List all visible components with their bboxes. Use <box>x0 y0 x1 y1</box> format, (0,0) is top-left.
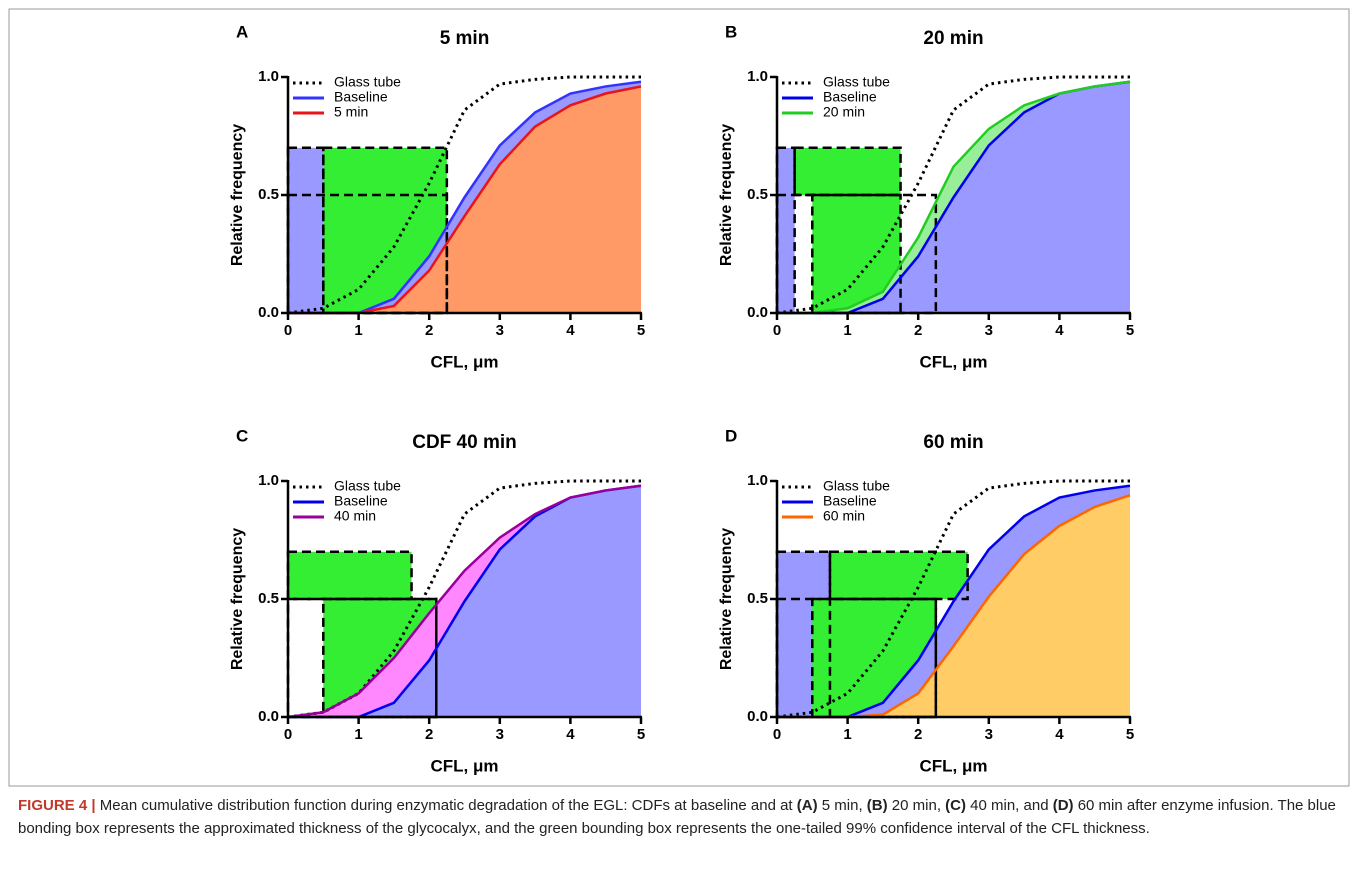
caption-text: 40 min, and <box>965 797 1053 814</box>
y-tick-label: 0.5 <box>258 590 279 607</box>
chart-title: CDF 40 min <box>412 432 517 453</box>
y-tick-label: 0.5 <box>747 590 768 607</box>
caption-text: (A) <box>796 797 818 814</box>
legend-label: Glass tube <box>823 74 890 90</box>
chart-title: 20 min <box>923 28 983 49</box>
y-tick-label: 0.5 <box>258 186 279 203</box>
y-tick-label: 1.0 <box>258 68 279 85</box>
series-line <box>776 75 1130 315</box>
bounding-box-fill <box>794 147 901 195</box>
y-tick-label: 0.0 <box>258 304 279 321</box>
panel: C CDF 40 min Relative frequency CFL, μm Glas… <box>229 426 645 775</box>
x-axis-label: CFL, μm <box>919 352 987 371</box>
x-tick-label: 2 <box>425 726 433 743</box>
legend-label: 60 min <box>823 508 865 524</box>
bounding-box-fill <box>288 147 324 313</box>
panel-letter: C <box>236 426 248 445</box>
panel: B 20 min Relative frequency CFL, μm Glass tu… <box>718 22 1134 371</box>
x-tick-label: 5 <box>637 322 645 339</box>
legend-label: Glass tube <box>334 478 401 494</box>
x-tick-label: 3 <box>496 726 504 743</box>
y-tick-label: 0.5 <box>747 186 768 203</box>
x-axis-label: CFL, μm <box>430 352 498 371</box>
legend-label: Glass tube <box>823 478 890 494</box>
panel-letter: A <box>236 22 248 41</box>
y-tick-label: 1.0 <box>747 68 768 85</box>
x-tick-label: 0 <box>773 726 781 743</box>
x-tick-label: 4 <box>566 322 575 339</box>
caption-text: 5 min, <box>817 797 867 814</box>
x-tick-label: 3 <box>985 726 993 743</box>
x-tick-label: 1 <box>354 322 362 339</box>
series-line <box>777 80 1131 315</box>
chart-title: 60 min <box>923 432 983 453</box>
y-tick-label: 0.0 <box>747 708 768 725</box>
bounding-box-fill <box>777 147 795 313</box>
caption-text: (B) <box>866 797 888 814</box>
x-tick-label: 4 <box>1055 322 1064 339</box>
panel-letter: B <box>725 22 737 41</box>
x-tick-label: 1 <box>354 726 362 743</box>
figure-frame <box>8 8 1350 787</box>
y-axis-label: Relative frequency <box>718 124 735 266</box>
x-tick-label: 0 <box>773 322 781 339</box>
x-axis-label: CFL, μm <box>430 756 498 775</box>
y-axis-label: Relative frequency <box>718 528 735 670</box>
bounding-box <box>793 146 902 197</box>
x-tick-label: 3 <box>985 322 993 339</box>
x-axis-label: CFL, μm <box>919 756 987 775</box>
series-line <box>776 479 1130 719</box>
legend-label: Baseline <box>334 89 388 105</box>
y-axis-label: Relative frequency <box>229 528 246 670</box>
x-tick-label: 4 <box>566 726 575 743</box>
bounding-box <box>811 193 902 315</box>
x-tick-label: 1 <box>843 726 851 743</box>
bounding-box-fill <box>288 551 412 599</box>
caption: FIGURE 4 | Mean cumulative distribution … <box>18 794 1340 840</box>
bounding-box-fill <box>829 551 968 599</box>
caption-text: Mean cumulative distribution function du… <box>95 797 797 814</box>
x-tick-label: 2 <box>425 322 433 339</box>
y-axis-label: Relative frequency <box>229 124 246 266</box>
x-tick-label: 2 <box>914 726 922 743</box>
x-tick-label: 2 <box>914 322 922 339</box>
x-tick-label: 5 <box>1126 726 1134 743</box>
panel-letter: D <box>725 426 737 445</box>
series-line <box>287 479 641 719</box>
chart-title: 5 min <box>440 28 490 49</box>
y-tick-label: 1.0 <box>258 472 279 489</box>
legend-label: Baseline <box>334 493 388 509</box>
x-tick-label: 5 <box>1126 322 1134 339</box>
x-tick-label: 0 <box>284 726 292 743</box>
panel: A 5 min Relative frequency CFL, μm Glass tub… <box>229 22 645 371</box>
caption-text: (D) <box>1052 797 1074 814</box>
panel: D 60 min Relative frequency CFL, μm Glass tu… <box>718 426 1134 775</box>
legend-label: Baseline <box>823 89 877 105</box>
caption-label: FIGURE 4 | <box>18 797 96 814</box>
area-fill <box>777 495 1130 717</box>
y-tick-label: 0.0 <box>747 304 768 321</box>
x-tick-label: 3 <box>496 322 504 339</box>
x-tick-label: 0 <box>284 322 292 339</box>
legend-label: 20 min <box>823 104 865 120</box>
caption-text: 20 min, <box>887 797 946 814</box>
legend-label: Baseline <box>823 493 877 509</box>
x-tick-label: 5 <box>637 726 645 743</box>
legend-label: Glass tube <box>334 74 401 90</box>
x-tick-label: 4 <box>1055 726 1064 743</box>
legend-label: 5 min <box>334 104 368 120</box>
series-line <box>287 75 641 315</box>
series-line <box>287 484 642 719</box>
figure: A 5 min Relative frequency CFL, μm Glass tub… <box>8 8 1350 787</box>
area-fill <box>288 86 641 313</box>
y-tick-label: 0.0 <box>258 708 279 725</box>
caption-text: (C) <box>945 797 966 814</box>
y-tick-label: 1.0 <box>747 472 768 489</box>
x-tick-label: 1 <box>843 322 851 339</box>
caption-text: 60 min after enzyme infusion. The blue b… <box>18 797 1336 837</box>
legend-label: 40 min <box>334 508 376 524</box>
